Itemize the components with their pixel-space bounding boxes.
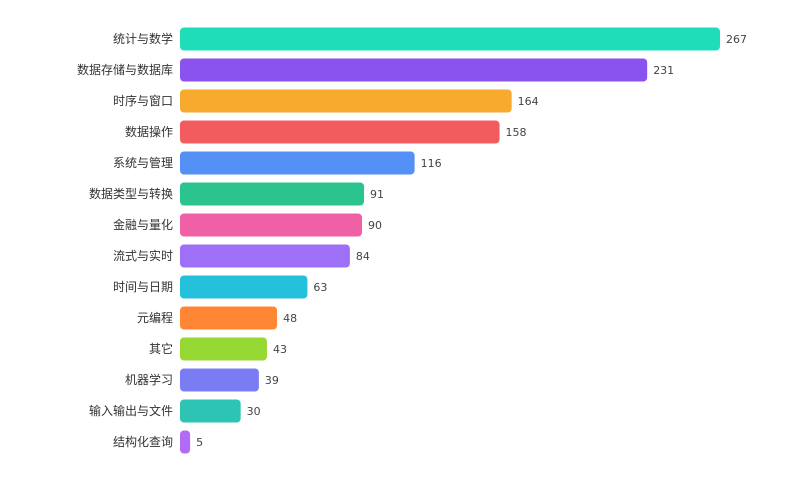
value-label: 43	[273, 343, 287, 356]
value-label: 39	[265, 374, 279, 387]
bar[interactable]	[180, 120, 500, 144]
value-label: 91	[370, 188, 384, 201]
category-label: 数据操作	[125, 124, 173, 139]
category-label: 结构化查询	[113, 434, 173, 449]
category-label: 时间与日期	[113, 280, 173, 294]
value-label: 5	[196, 436, 203, 449]
category-label: 输入输出与文件	[89, 403, 173, 418]
bar[interactable]	[180, 213, 363, 237]
bar[interactable]	[180, 244, 350, 268]
value-label: 116	[421, 157, 442, 170]
category-label: 机器学习	[125, 372, 173, 387]
category-label: 流式与实时	[113, 248, 173, 263]
category-label: 统计与数学	[113, 31, 173, 46]
value-label: 231	[653, 64, 674, 77]
bar[interactable]	[180, 182, 365, 206]
bar[interactable]	[180, 337, 267, 361]
category-label: 金融与量化	[113, 217, 173, 232]
bar[interactable]	[180, 430, 191, 454]
value-label: 30	[247, 405, 261, 418]
value-label: 164	[518, 95, 539, 108]
bar[interactable]	[180, 58, 648, 82]
bar[interactable]	[180, 151, 415, 175]
value-label: 63	[313, 281, 327, 294]
category-label: 数据存储与数据库	[77, 62, 173, 77]
bar[interactable]	[180, 368, 259, 392]
value-label: 267	[726, 33, 747, 46]
bar[interactable]	[180, 27, 720, 51]
bar[interactable]	[180, 306, 278, 330]
bar[interactable]	[180, 275, 308, 299]
bar[interactable]	[180, 89, 512, 113]
category-label: 其它	[149, 341, 173, 356]
category-label: 系统与管理	[113, 155, 173, 170]
value-label: 84	[356, 250, 370, 263]
category-label: 元编程	[137, 310, 173, 325]
value-label: 158	[506, 126, 527, 139]
value-label: 48	[283, 312, 297, 325]
category-label: 数据类型与转换	[89, 186, 173, 201]
bar[interactable]	[180, 399, 241, 423]
value-label: 90	[368, 219, 382, 232]
category-label: 时序与窗口	[113, 93, 173, 108]
